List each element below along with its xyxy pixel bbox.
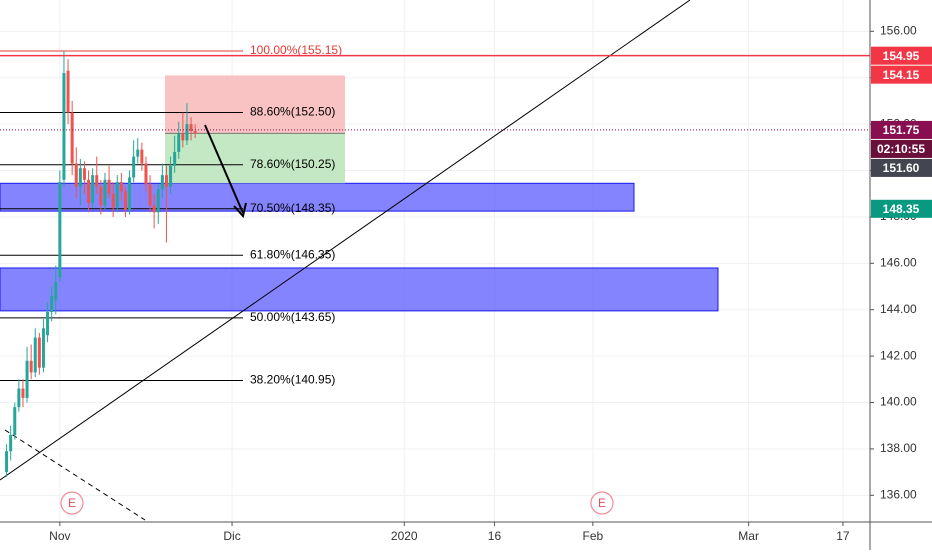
price-tag: [871, 120, 932, 139]
candle-body: [13, 407, 17, 435]
arrow-head: [233, 202, 247, 219]
candle-body: [136, 149, 140, 157]
y-tick-label: 146.00: [880, 255, 917, 269]
trend-line: [0, 0, 691, 481]
candle-body: [25, 360, 29, 398]
x-tick-label: Dic: [223, 529, 240, 543]
candle-body: [66, 70, 70, 113]
event-label: E: [598, 496, 606, 510]
price-tag-label: 148.35: [883, 202, 920, 216]
candle-body: [128, 177, 132, 210]
candle-body: [78, 168, 82, 187]
price-tag: [871, 46, 932, 65]
price-tags: 154.95 154.15 151.75 02:10:55 151.60 148.35: [871, 46, 932, 218]
x-tick-label: Mar: [738, 529, 759, 543]
fib-label: 100.00%(155.15): [250, 43, 342, 57]
candle-body: [132, 156, 136, 178]
fib-label: 88.60%(152.50): [250, 105, 335, 119]
fib-label: 38.20%(140.95): [250, 373, 335, 387]
x-tick-label: 17: [836, 529, 850, 543]
candle-body: [50, 295, 54, 313]
candle-body: [74, 163, 78, 187]
target-zone: [165, 133, 345, 184]
candle-body: [91, 175, 95, 203]
axes: 136.00 138.00 140.00 142.00 144.00 146.00 148.…: [49, 23, 917, 543]
price-tag-label: 02:10:55: [877, 142, 925, 156]
price-tag-label: 151.60: [883, 161, 920, 175]
candle-body: [33, 337, 37, 373]
candle-body: [21, 388, 25, 398]
candle-body: [17, 388, 21, 408]
candle-body: [173, 151, 177, 166]
y-tick-label: 142.00: [880, 348, 917, 362]
y-tick-label: 136.00: [880, 487, 917, 501]
candle-body: [177, 133, 181, 152]
dashed-trend-line: [4, 429, 146, 521]
candle-body: [103, 179, 107, 206]
fibonacci: 100.00%(155.15) 88.60%(152.50) 78.60%(150.…: [0, 43, 342, 387]
y-tick-label: 156.00: [880, 23, 917, 37]
fib-label: 61.80%(146.35): [250, 247, 335, 261]
price-tag-label: 151.75: [883, 123, 920, 137]
price-tag: [871, 139, 932, 158]
candle-body: [87, 179, 91, 203]
candle-body: [148, 184, 152, 206]
event-marker: [590, 491, 614, 515]
candle-body: [152, 205, 156, 213]
zone: [0, 267, 719, 312]
candle-body: [41, 328, 45, 368]
candle-body: [185, 124, 189, 141]
candle-body: [58, 182, 62, 278]
candle-body: [119, 182, 123, 192]
y-tick-label: 138.00: [880, 441, 917, 455]
x-tick-label: Nov: [49, 529, 70, 543]
candle-body: [62, 73, 66, 180]
fib-label: 70.50%(148.35): [250, 201, 335, 215]
event-marker: [60, 491, 84, 515]
candle-body: [115, 182, 119, 208]
candle-body: [70, 112, 74, 164]
candle-body: [144, 163, 148, 185]
price-tag: [871, 65, 932, 84]
candle-body: [54, 281, 58, 301]
candle-body: [5, 451, 9, 473]
candle-body: [95, 175, 99, 187]
price-tag: [871, 199, 932, 218]
candle-body: [9, 435, 13, 452]
fib-label: 78.60%(150.25): [250, 157, 335, 171]
candle-body: [107, 179, 111, 194]
event-label: E: [68, 496, 76, 510]
candle-body: [82, 168, 86, 180]
candle-body: [123, 191, 127, 210]
candle-body: [160, 175, 164, 190]
x-tick-label: 2020: [391, 529, 418, 543]
candle-body: [193, 131, 197, 134]
price-tag-label: 154.95: [883, 49, 920, 63]
candle-body: [99, 186, 103, 206]
x-tick-label: 16: [488, 529, 502, 543]
candle-body: [29, 360, 33, 373]
price-tag-label: 154.15: [883, 68, 920, 82]
candle-body: [111, 193, 115, 208]
y-tick-label: 144.00: [880, 302, 917, 316]
x-tick-label: Feb: [583, 529, 604, 543]
candle-body: [37, 337, 41, 368]
candle-body: [156, 189, 160, 213]
candle-body: [181, 133, 185, 141]
candles: [5, 51, 197, 477]
stop-zone: [165, 75, 345, 134]
arrow: [204, 124, 244, 214]
candle-body: [169, 165, 173, 187]
y-tick-label: 140.00: [880, 395, 917, 409]
candle-body: [164, 175, 168, 187]
candle-body: [189, 124, 193, 132]
fib-label: 50.00%(143.65): [250, 310, 335, 324]
price-tag: [871, 158, 932, 177]
candle-body: [140, 149, 144, 164]
candle-body: [46, 312, 50, 336]
